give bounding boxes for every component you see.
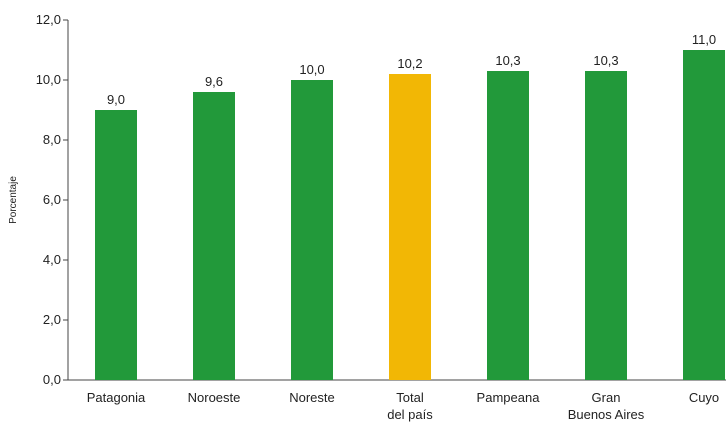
data-label: 10,0 <box>299 62 324 77</box>
bar <box>389 74 431 380</box>
bar <box>193 92 235 380</box>
y-tick-label: 8,0 <box>43 132 61 147</box>
x-tick-label-line: Noroeste <box>188 390 241 405</box>
x-tick-label-line: Pampeana <box>477 390 541 405</box>
x-tick-label: Gran Buenos Aires <box>568 390 645 422</box>
y-tick-label: 10,0 <box>36 72 61 87</box>
x-tick-label-line: Patagonia <box>87 390 146 405</box>
y-axis-title: Porcentaje <box>8 176 19 224</box>
bar <box>487 71 529 380</box>
x-tick-label: Cuyo <box>689 390 719 405</box>
y-tick-label: 2,0 <box>43 312 61 327</box>
y-tick-label: 4,0 <box>43 252 61 267</box>
x-tick-label-line: Buenos Aires <box>568 407 645 422</box>
data-label: 10,2 <box>397 56 422 71</box>
x-tick-label-line: Total <box>396 390 424 405</box>
x-tick-label-line: Gran <box>592 390 621 405</box>
data-label: 9,0 <box>107 92 125 107</box>
y-tick-label: 0,0 <box>43 372 61 387</box>
data-label: 10,3 <box>495 53 520 68</box>
data-label: 9,6 <box>205 74 223 89</box>
x-tick-label: Noroeste <box>188 390 241 405</box>
bars <box>95 50 725 380</box>
bar <box>95 110 137 380</box>
x-tick-label: Noreste <box>289 390 335 405</box>
bar <box>683 50 725 380</box>
y-tick-label: 12,0 <box>36 12 61 27</box>
labels: 9,0 Patagonia 9,6 Noroeste 10,0 Noreste 10,2 To… <box>87 32 719 422</box>
x-tick-label: Pampeana <box>477 390 541 405</box>
x-tick-label-line: Cuyo <box>689 390 719 405</box>
bar <box>291 80 333 380</box>
x-tick-label: Patagonia <box>87 390 146 405</box>
x-tick-label-line: del país <box>387 407 433 422</box>
data-label: 11,0 <box>692 32 716 47</box>
bar <box>585 71 627 380</box>
data-label: 10,3 <box>593 53 618 68</box>
y-tick-label: 6,0 <box>43 192 61 207</box>
x-tick-label-line: Noreste <box>289 390 335 405</box>
x-tick-label: Total del país <box>387 390 433 422</box>
